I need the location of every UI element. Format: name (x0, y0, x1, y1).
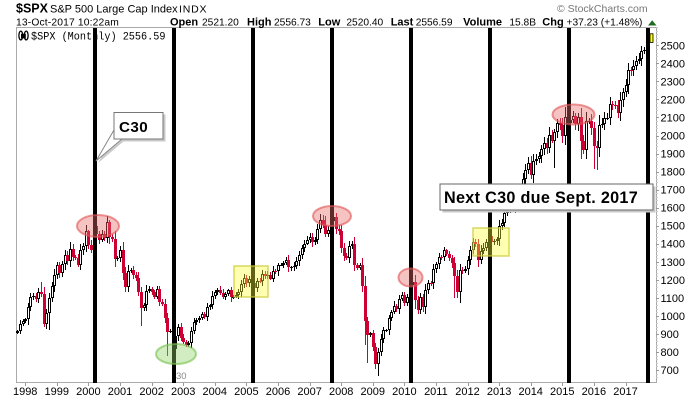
svg-text:2002: 2002 (139, 386, 163, 398)
svg-text:2006: 2006 (266, 386, 290, 398)
svg-text:2009: 2009 (361, 386, 385, 398)
svg-text:1900: 1900 (661, 149, 685, 161)
svg-text:1200: 1200 (661, 275, 685, 287)
svg-text:2017: 2017 (613, 386, 637, 398)
svg-text:1300: 1300 (661, 257, 685, 269)
svg-text:2300: 2300 (661, 76, 685, 88)
svg-text:2500: 2500 (661, 40, 685, 52)
svg-text:2200: 2200 (661, 94, 685, 106)
svg-text:2400: 2400 (661, 58, 685, 70)
svg-text:15.8B: 15.8B (509, 18, 536, 29)
svg-text:1000: 1000 (661, 311, 685, 323)
svg-text:2016: 2016 (582, 386, 606, 398)
svg-text:INDX: INDX (179, 4, 207, 16)
svg-text:2520.40: 2520.40 (346, 18, 383, 29)
svg-text:2008: 2008 (329, 386, 353, 398)
svg-text:1998: 1998 (13, 386, 37, 398)
svg-text:Last: Last (391, 17, 414, 29)
svg-text:Low: Low (318, 17, 340, 29)
svg-text:2000: 2000 (661, 131, 685, 143)
svg-text:900: 900 (661, 329, 679, 341)
svg-text:1400: 1400 (661, 239, 685, 251)
svg-text:2014: 2014 (518, 386, 542, 398)
svg-text:1999: 1999 (45, 386, 69, 398)
svg-text:2100: 2100 (661, 113, 685, 125)
svg-text:1700: 1700 (661, 185, 685, 197)
svg-text:1800: 1800 (661, 167, 685, 179)
svg-text:13-Oct-2017 10:22am: 13-Oct-2017 10:22am (16, 18, 119, 29)
svg-text:2012: 2012 (455, 386, 479, 398)
svg-text:2004: 2004 (203, 386, 227, 398)
svg-text:2001: 2001 (108, 386, 132, 398)
svg-text:2003: 2003 (171, 386, 195, 398)
svg-text:2007: 2007 (297, 386, 321, 398)
svg-text:High: High (247, 17, 272, 29)
svg-text:S&P 500 Large Cap Index: S&P 500 Large Cap Index (50, 4, 178, 16)
svg-text:700: 700 (661, 365, 679, 377)
svg-text:2556.73: 2556.73 (274, 18, 311, 29)
svg-text:Open: Open (170, 17, 198, 29)
svg-text:1100: 1100 (661, 293, 685, 305)
svg-text:$SPX: $SPX (16, 2, 49, 16)
svg-text:2000: 2000 (76, 386, 100, 398)
svg-text:Volume: Volume (463, 17, 502, 29)
svg-text:1600: 1600 (661, 203, 685, 215)
svg-text:800: 800 (661, 347, 679, 359)
svg-text:C30: C30 (119, 119, 148, 136)
svg-text:$SPX (Monthly) 2556.59: $SPX (Monthly) 2556.59 (31, 31, 166, 43)
svg-text:+37.23 (+1.48%): +37.23 (+1.48%) (567, 18, 643, 29)
svg-text:2010: 2010 (392, 386, 416, 398)
svg-text:2556.59: 2556.59 (416, 18, 453, 29)
svg-text:30: 30 (176, 371, 187, 382)
svg-text:Chg: Chg (542, 17, 563, 29)
svg-text:2521.20: 2521.20 (202, 18, 239, 29)
svg-text:2013: 2013 (487, 386, 511, 398)
svg-text:2005: 2005 (234, 386, 258, 398)
svg-text:Next C30 due Sept. 2017: Next C30 due Sept. 2017 (444, 189, 638, 207)
svg-text:1500: 1500 (661, 221, 685, 233)
svg-text:2015: 2015 (550, 386, 574, 398)
svg-text:© StockCharts.com: © StockCharts.com (557, 3, 648, 15)
svg-text:2011: 2011 (424, 386, 448, 398)
